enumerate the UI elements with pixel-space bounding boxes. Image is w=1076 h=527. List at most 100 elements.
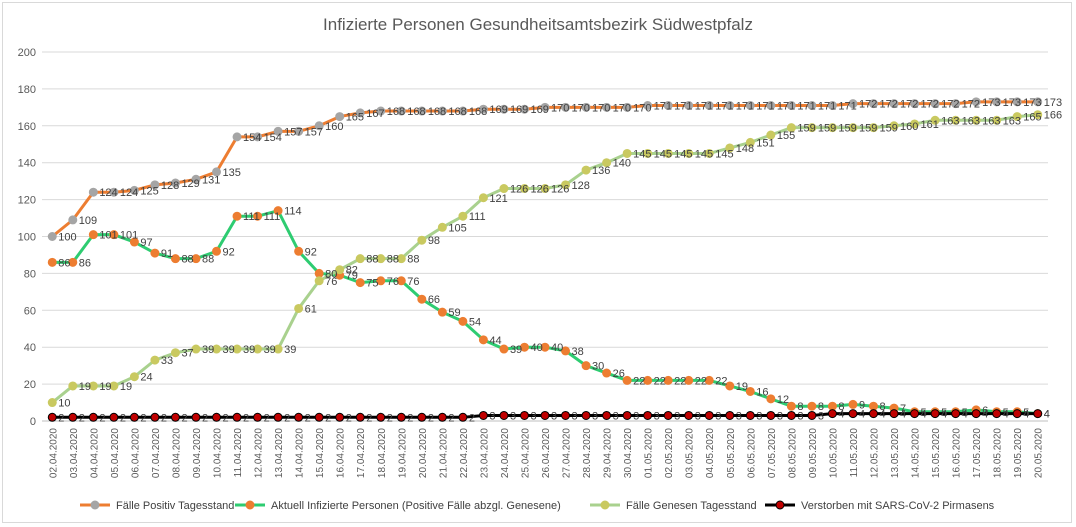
x-tick-label: 17.04.2020	[356, 428, 367, 478]
x-tick-label: 01.05.2020	[644, 428, 655, 478]
data-label: 88	[407, 254, 419, 266]
series-lines	[47, 97, 1043, 422]
data-label: 6	[982, 405, 988, 417]
data-point	[499, 344, 509, 354]
y-tick-label: 120	[18, 195, 36, 207]
data-label: 5	[921, 407, 927, 419]
data-label: 86	[58, 257, 70, 269]
data-label: 126	[530, 184, 548, 196]
data-label: 39	[264, 344, 276, 356]
data-point	[622, 148, 632, 158]
data-point	[786, 401, 796, 411]
data-label: 3	[674, 410, 680, 422]
x-tick-label: 12.05.2020	[869, 428, 880, 478]
data-label: 173	[1023, 97, 1041, 109]
x-tick-label: 20.04.2020	[418, 428, 429, 478]
data-label: 19	[736, 381, 748, 393]
data-label: 148	[736, 143, 754, 155]
data-label: 151	[756, 137, 774, 149]
data-point	[232, 412, 242, 422]
x-tick-label: 27.04.2020	[562, 428, 573, 478]
data-point	[827, 409, 837, 419]
data-point	[458, 316, 468, 326]
data-point	[1012, 409, 1022, 419]
x-tick-label: 04.05.2020	[705, 428, 716, 478]
data-point	[396, 106, 406, 116]
data-label: 154	[243, 132, 261, 144]
x-tick-label: 09.04.2020	[192, 428, 203, 478]
data-point	[827, 123, 837, 133]
data-label: 111	[243, 211, 260, 223]
x-tick-label: 18.04.2020	[377, 428, 388, 478]
data-point	[745, 410, 755, 420]
data-point	[150, 248, 160, 258]
data-label: 160	[900, 121, 918, 133]
data-point	[499, 184, 509, 194]
legend-marker	[600, 500, 610, 510]
data-label: 171	[674, 101, 692, 113]
data-point	[745, 137, 755, 147]
data-point	[478, 335, 488, 345]
data-point	[786, 123, 796, 133]
data-label: 3	[489, 410, 495, 422]
data-point	[561, 180, 571, 190]
data-point	[191, 174, 201, 184]
data-point	[273, 206, 283, 216]
data-point	[109, 381, 119, 391]
data-point	[684, 375, 694, 385]
data-point	[992, 115, 1002, 125]
data-label: 145	[715, 148, 733, 160]
data-label: 4	[900, 409, 906, 421]
data-label: 39	[202, 344, 214, 356]
data-label: 163	[1003, 115, 1021, 127]
x-tick-label: 17.05.2020	[972, 428, 983, 478]
data-label: 124	[120, 187, 138, 199]
x-tick-label: 11.04.2020	[233, 428, 244, 478]
data-label: 39	[284, 344, 296, 356]
data-point	[766, 101, 776, 111]
data-label: 4	[982, 409, 988, 421]
data-label: 171	[756, 101, 774, 113]
data-label: 7	[900, 403, 906, 415]
data-point	[212, 246, 222, 256]
y-tick-label: 0	[30, 416, 36, 428]
data-label: 3	[613, 410, 619, 422]
data-point	[930, 115, 940, 125]
data-label: 2	[140, 412, 146, 424]
x-tick-label: 11.05.2020	[849, 428, 860, 478]
data-point	[335, 265, 345, 275]
y-tick-label: 60	[24, 305, 36, 317]
data-label: 3	[633, 410, 639, 422]
data-point	[725, 410, 735, 420]
data-point	[47, 412, 57, 422]
data-label: 173	[982, 97, 1000, 109]
data-label: 126	[551, 184, 569, 196]
data-point	[684, 410, 694, 420]
legend-marker	[775, 500, 785, 510]
data-point	[294, 246, 304, 256]
data-label: 3	[551, 410, 557, 422]
data-label: 8	[797, 401, 803, 413]
data-label: 100	[58, 232, 76, 244]
data-point	[335, 412, 345, 422]
data-label: 19	[99, 381, 111, 393]
data-point	[232, 211, 242, 221]
data-point	[478, 193, 488, 203]
x-axis-ticks: 02.04.2020 03.04.2020 04.04.2020 05.04.2020…	[48, 428, 1044, 478]
data-label: 44	[489, 335, 501, 347]
data-label: 61	[305, 303, 317, 315]
data-label: 171	[818, 101, 836, 113]
x-tick-label: 24.04.2020	[500, 428, 511, 478]
data-point	[396, 412, 406, 422]
x-tick-label: 02.04.2020	[48, 428, 59, 478]
data-label: 88	[181, 254, 193, 266]
data-label: 159	[818, 123, 836, 135]
data-label: 76	[387, 276, 399, 288]
data-point	[191, 254, 201, 264]
data-label: 19	[79, 381, 91, 393]
data-point	[109, 187, 119, 197]
x-tick-label: 25.04.2020	[520, 428, 531, 478]
data-label: 168	[387, 106, 405, 118]
